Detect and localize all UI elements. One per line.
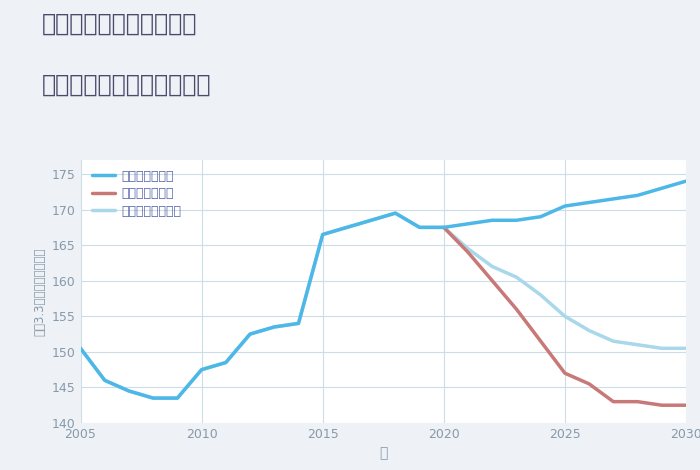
Text: 中古マンションの価格推移: 中古マンションの価格推移 <box>42 73 211 97</box>
ノーマルシナリオ <box>634 342 642 348</box>
グッドシナリオ <box>101 377 109 383</box>
バッドシナリオ <box>657 402 666 408</box>
グッドシナリオ <box>634 193 642 198</box>
グッドシナリオ <box>149 395 158 401</box>
ノーマルシナリオ <box>682 345 690 351</box>
X-axis label: 年: 年 <box>379 446 387 461</box>
バッドシナリオ <box>561 370 569 376</box>
Legend: グッドシナリオ, バッドシナリオ, ノーマルシナリオ: グッドシナリオ, バッドシナリオ, ノーマルシナリオ <box>90 167 183 220</box>
グッドシナリオ <box>512 218 521 223</box>
グッドシナリオ <box>682 178 690 184</box>
バッドシナリオ <box>682 402 690 408</box>
ノーマルシナリオ <box>173 395 181 401</box>
グッドシナリオ <box>318 232 327 237</box>
グッドシナリオ <box>197 367 206 372</box>
グッドシナリオ <box>222 360 230 365</box>
ノーマルシナリオ <box>561 313 569 319</box>
バッドシナリオ <box>634 399 642 405</box>
ノーマルシナリオ <box>343 225 351 230</box>
グッドシナリオ <box>464 221 473 227</box>
グッドシナリオ <box>440 225 448 230</box>
グッドシナリオ <box>536 214 545 219</box>
ノーマルシナリオ <box>149 395 158 401</box>
Line: バッドシナリオ: バッドシナリオ <box>444 227 686 405</box>
グッドシナリオ <box>585 200 594 205</box>
ノーマルシナリオ <box>125 388 133 394</box>
グッドシナリオ <box>415 225 424 230</box>
バッドシナリオ <box>464 250 473 255</box>
グッドシナリオ <box>294 321 302 326</box>
グッドシナリオ <box>609 196 617 202</box>
グッドシナリオ <box>246 331 254 337</box>
グッドシナリオ <box>367 218 375 223</box>
グッドシナリオ <box>343 225 351 230</box>
ノーマルシナリオ <box>101 377 109 383</box>
グッドシナリオ <box>76 345 85 351</box>
ノーマルシナリオ <box>197 367 206 372</box>
ノーマルシナリオ <box>246 331 254 337</box>
ノーマルシナリオ <box>585 328 594 333</box>
ノーマルシナリオ <box>464 246 473 251</box>
ノーマルシナリオ <box>536 292 545 298</box>
グッドシナリオ <box>488 218 496 223</box>
ノーマルシナリオ <box>294 321 302 326</box>
ノーマルシナリオ <box>440 225 448 230</box>
ノーマルシナリオ <box>609 338 617 344</box>
Text: 兵庫県西宮市門戸西町の: 兵庫県西宮市門戸西町の <box>42 12 197 36</box>
グッドシナリオ <box>561 203 569 209</box>
ノーマルシナリオ <box>415 225 424 230</box>
ノーマルシナリオ <box>657 345 666 351</box>
ノーマルシナリオ <box>391 211 400 216</box>
ノーマルシナリオ <box>318 232 327 237</box>
ノーマルシナリオ <box>76 345 85 351</box>
ノーマルシナリオ <box>270 324 279 330</box>
グッドシナリオ <box>125 388 133 394</box>
グッドシナリオ <box>391 211 400 216</box>
ノーマルシナリオ <box>488 264 496 269</box>
バッドシナリオ <box>609 399 617 405</box>
グッドシナリオ <box>657 186 666 191</box>
バッドシナリオ <box>512 306 521 312</box>
ノーマルシナリオ <box>367 218 375 223</box>
ノーマルシナリオ <box>222 360 230 365</box>
グッドシナリオ <box>270 324 279 330</box>
Y-axis label: 坪（3.3㎡）単価（万円）: 坪（3.3㎡）単価（万円） <box>33 247 46 336</box>
バッドシナリオ <box>536 338 545 344</box>
Line: ノーマルシナリオ: ノーマルシナリオ <box>80 213 686 398</box>
バッドシナリオ <box>488 278 496 283</box>
ノーマルシナリオ <box>512 274 521 280</box>
Line: グッドシナリオ: グッドシナリオ <box>80 181 686 398</box>
バッドシナリオ <box>440 225 448 230</box>
グッドシナリオ <box>173 395 181 401</box>
バッドシナリオ <box>585 381 594 387</box>
